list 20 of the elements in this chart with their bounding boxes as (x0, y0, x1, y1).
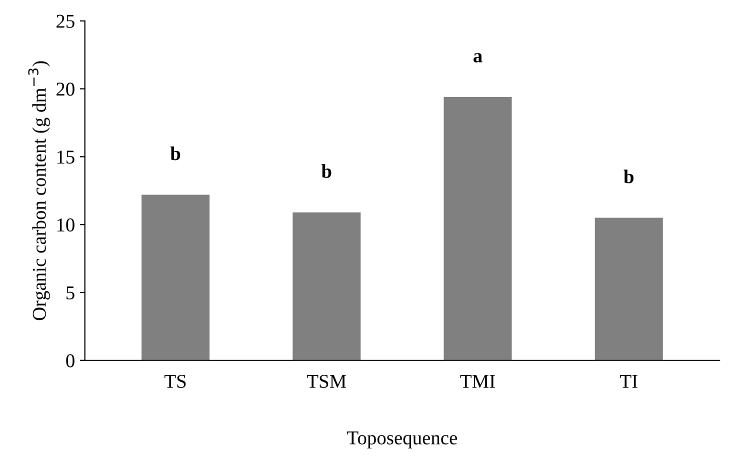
annotation: b (170, 146, 180, 160)
x-tick-label: TSM (307, 374, 346, 388)
x-axis-title: Toposequence (347, 432, 458, 448)
annotation: a (474, 53, 482, 62)
bar (142, 194, 210, 360)
y-tick-label: 0 (66, 354, 74, 368)
x-tick-label: TS (164, 374, 186, 388)
y-tick-label: 20 (56, 82, 74, 96)
bar (444, 96, 512, 360)
y-axis-title: Organic carbon content (g dm$^{−3}$) (28, 61, 50, 320)
bar (594, 218, 663, 360)
x-tick-label: TI (620, 375, 638, 388)
y-tick-label: 10 (57, 218, 74, 232)
annotation: b (321, 164, 332, 178)
y-tick-label: 5 (66, 286, 74, 300)
y-tick-label: 25 (56, 14, 74, 28)
bar (292, 212, 361, 360)
annotation: b (624, 170, 634, 184)
x-tick-label: TMI (460, 375, 495, 388)
y-tick-label: 15 (57, 150, 74, 164)
